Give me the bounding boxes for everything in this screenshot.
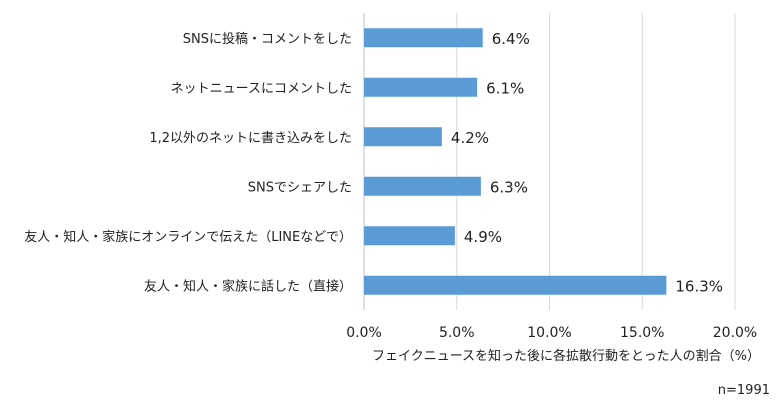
category-label: SNSでシェアした bbox=[248, 180, 352, 195]
category-label: 友人・知人・家族に話した（直接） bbox=[144, 278, 352, 294]
data-label: 4.2% bbox=[451, 129, 489, 147]
value-labels: 6.4% 6.1% 4.2% 6.3% 4.9% 16.3% bbox=[451, 30, 723, 296]
category-label: ネットニュースにコメントした bbox=[171, 81, 352, 96]
data-label: 6.1% bbox=[486, 79, 524, 97]
bar bbox=[364, 77, 478, 97]
bar bbox=[364, 127, 442, 147]
x-tick-label: 20.0% bbox=[713, 325, 757, 341]
x-tick-label: 5.0% bbox=[439, 325, 475, 341]
gridlines bbox=[363, 13, 736, 310]
bar bbox=[364, 226, 455, 246]
data-label: 6.3% bbox=[490, 178, 528, 196]
bars bbox=[364, 28, 667, 295]
x-tick-label: 10.0% bbox=[527, 325, 571, 341]
x-tick-label: 15.0% bbox=[620, 325, 664, 341]
sample-size-note: n=1991 bbox=[718, 383, 770, 398]
bar bbox=[364, 176, 481, 196]
category-label: 友人・知人・家族にオンラインで伝えた（LINEなどで） bbox=[24, 229, 352, 245]
x-tick-label: 0.0% bbox=[346, 325, 382, 341]
data-label: 4.9% bbox=[464, 228, 502, 246]
bar bbox=[364, 275, 667, 295]
data-label: 6.4% bbox=[492, 30, 530, 48]
data-label: 16.3% bbox=[675, 277, 723, 295]
category-label: SNSに投稿・コメントをした bbox=[183, 31, 352, 47]
x-axis-label: フェイクニュースを知った後に各拡散行動をとった人の割合（%） bbox=[372, 348, 760, 364]
category-label: 1,2以外のネットに書き込みをした bbox=[149, 131, 352, 146]
bar bbox=[364, 28, 483, 48]
x-tick-labels: 0.0% 5.0% 10.0% 15.0% 20.0% bbox=[346, 325, 757, 341]
